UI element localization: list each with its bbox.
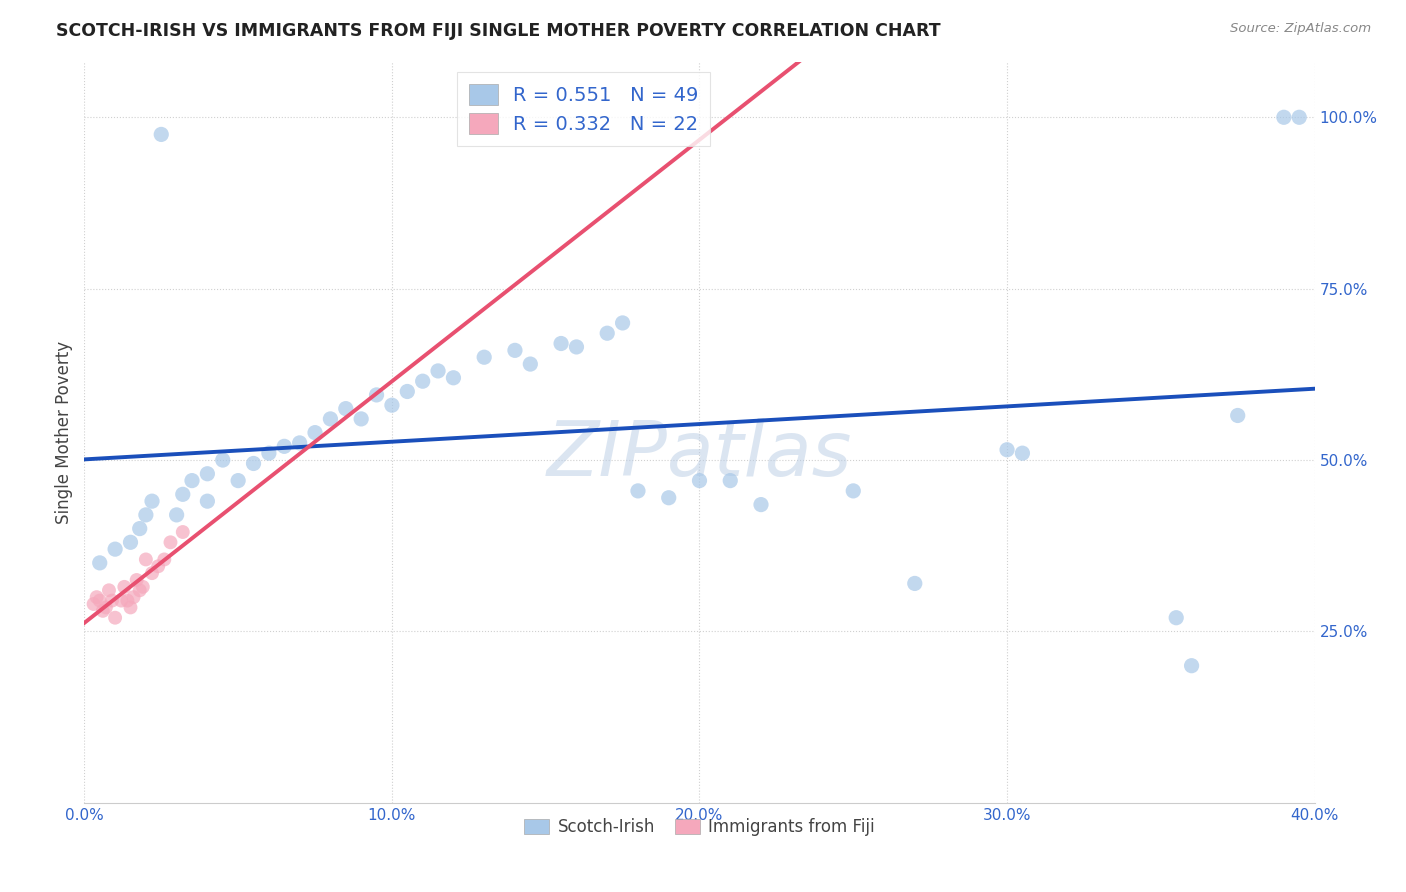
Point (412, 374, 434, 388)
Point (288, 436, 311, 450)
Point (718, 474, 741, 488)
Point (83, 597, 105, 611)
Point (503, 343, 526, 358)
Point (98, 583, 120, 598)
Point (381, 398, 404, 412)
Point (658, 491, 681, 505)
Point (519, 357, 541, 371)
Point (141, 494, 163, 508)
Point (132, 580, 155, 594)
Point (226, 474, 249, 488)
Point (135, 508, 157, 522)
Point (472, 350, 495, 364)
Point (1272, 110, 1295, 124)
Point (128, 583, 150, 598)
Point (565, 340, 588, 354)
Point (1288, 110, 1310, 124)
Point (689, 474, 711, 488)
Point (304, 425, 326, 440)
Point (257, 446, 280, 460)
Point (995, 442, 1018, 457)
Point (427, 364, 450, 378)
Text: ZIPatlas: ZIPatlas (547, 417, 852, 491)
Point (150, 128, 173, 142)
Point (197, 494, 219, 508)
Point (612, 316, 634, 330)
Point (86, 590, 108, 604)
Point (104, 542, 127, 557)
Point (122, 590, 145, 604)
Point (104, 610, 127, 624)
Point (211, 453, 233, 467)
Point (153, 552, 176, 566)
Point (197, 467, 219, 481)
Point (1181, 658, 1204, 673)
Text: SCOTCH-IRISH VS IMMIGRANTS FROM FIJI SINGLE MOTHER POVERTY CORRELATION CHART: SCOTCH-IRISH VS IMMIGRANTS FROM FIJI SIN… (56, 22, 941, 40)
Point (159, 535, 181, 549)
Point (627, 483, 650, 498)
Point (91, 604, 114, 618)
Point (1166, 610, 1188, 624)
Point (319, 412, 342, 426)
Y-axis label: Single Mother Poverty: Single Mother Poverty (55, 341, 73, 524)
Point (128, 522, 150, 536)
Point (148, 559, 170, 574)
Point (110, 593, 132, 607)
Point (172, 524, 194, 539)
Point (366, 388, 388, 402)
Point (94, 600, 117, 615)
Point (350, 412, 373, 426)
Point (181, 474, 204, 488)
Point (596, 326, 619, 341)
Text: Source: ZipAtlas.com: Source: ZipAtlas.com (1230, 22, 1371, 36)
Point (141, 566, 163, 581)
Point (112, 580, 135, 594)
Point (1011, 446, 1033, 460)
Point (172, 487, 194, 501)
Point (125, 573, 148, 587)
Point (101, 593, 124, 607)
Point (443, 371, 465, 385)
Point (904, 576, 927, 591)
Point (335, 401, 357, 416)
Point (242, 457, 264, 471)
Point (117, 593, 139, 607)
Point (166, 508, 188, 522)
Point (273, 439, 295, 453)
Point (89, 556, 111, 570)
Point (120, 535, 142, 549)
Point (89, 593, 111, 607)
Point (120, 600, 142, 615)
Point (1226, 409, 1249, 423)
Point (749, 498, 772, 512)
Legend: Scotch-Irish, Immigrants from Fiji: Scotch-Irish, Immigrants from Fiji (517, 811, 882, 843)
Point (135, 552, 157, 566)
Point (396, 384, 419, 399)
Point (550, 336, 572, 351)
Point (842, 483, 865, 498)
